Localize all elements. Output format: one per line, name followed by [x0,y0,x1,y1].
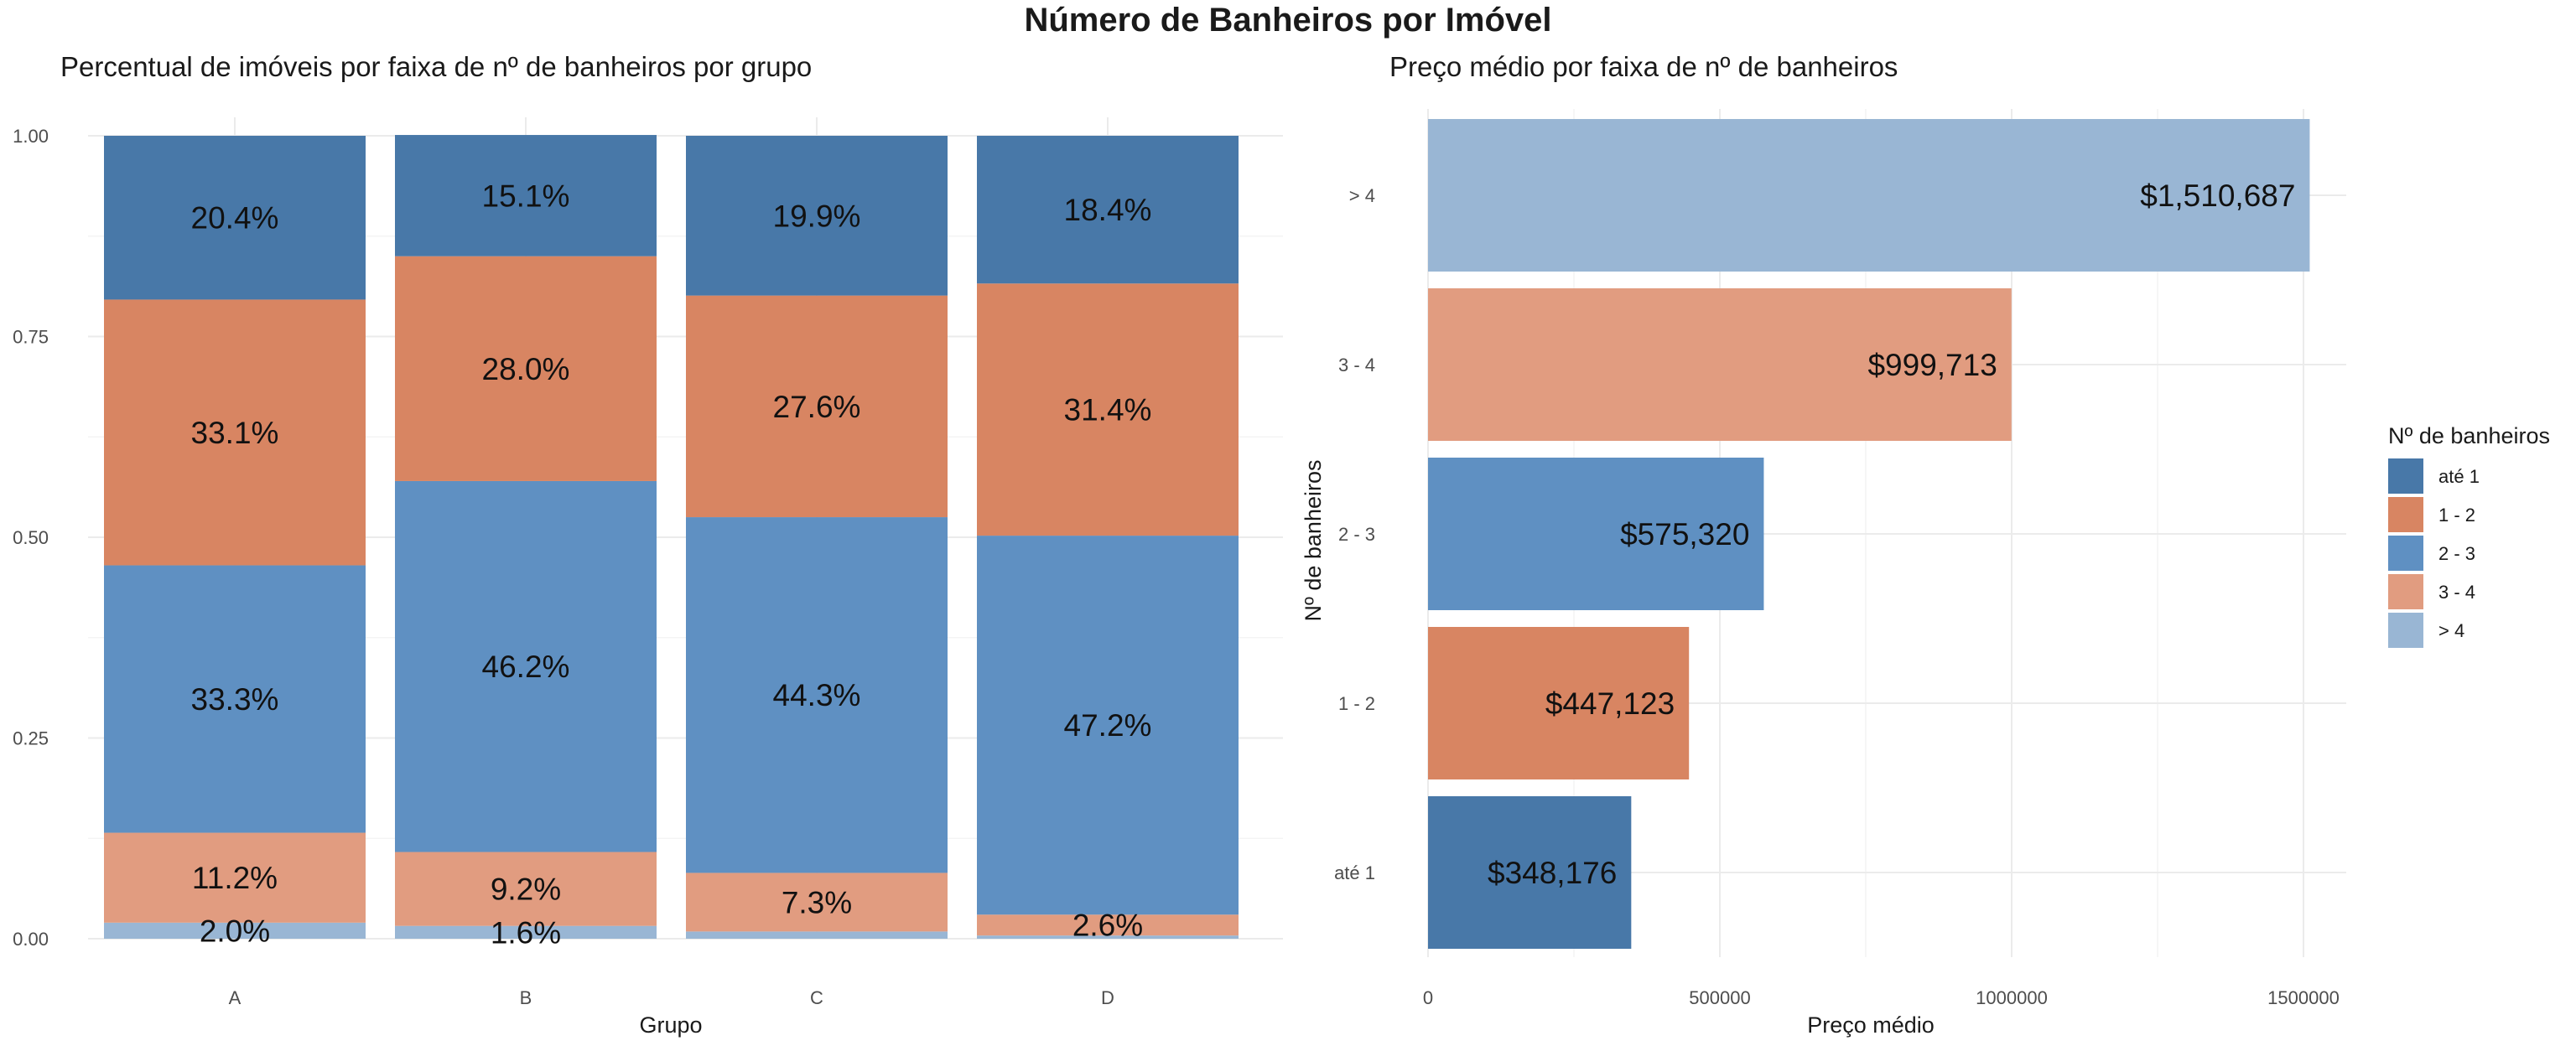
stacked-bar-label: 1.6% [491,915,561,950]
right-x-tick-labels: 0 500000 1000000 1500000 [1423,987,2340,1008]
legend-swatch [2388,497,2423,532]
left-y-tick-labels: 0.00 0.25 0.50 0.75 1.00 [13,126,49,950]
stacked-bar-label: 27.6% [773,390,861,424]
right-y-tick-label: 2 - 3 [1338,524,1375,545]
left-y-tick-label: 0.00 [13,929,49,950]
stacked-bar-segment [104,922,366,939]
left-bars [104,135,1239,939]
stacked-bar-segment [395,256,657,481]
stacked-bar-label: 33.1% [191,416,279,450]
left-x-tick-label: D [1101,987,1114,1008]
price-bar-label: $447,123 [1545,686,1675,721]
price-bar-label: $1,510,687 [2140,179,2295,213]
legend-label: 1 - 2 [2438,505,2475,526]
stacked-bar-segment [104,299,366,566]
right-x-tick-label: 0 [1423,987,1433,1008]
figure-title: Número de Banheiros por Imóvel [1024,2,1552,39]
legend-title: Nº de banheiros [2388,423,2550,448]
legend-swatch [2388,613,2423,648]
legend: Nº de banheiros até 1 1 - 2 2 - 3 3 - 4 > 4 [2388,423,2550,648]
stacked-bar-segment [104,565,366,833]
stacked-bar-segment [686,136,948,296]
stacked-bar-label: 2.6% [1072,909,1143,943]
left-y-tick-label: 0.25 [13,728,49,749]
legend-label: > 4 [2438,620,2464,641]
stacked-bar-segment [104,136,366,300]
stacked-percent-chart: Percentual de imóveis por faixa de nº de… [13,51,1283,1038]
stacked-bar-label: 33.3% [191,682,279,717]
right-y-tick-labels: até 1 1 - 2 2 - 3 3 - 4 > 4 [1334,185,1375,883]
right-x-tick-label: 500000 [1689,987,1750,1008]
left-bar-labels: 2.0% 11.2% 33.3% 33.1% 20.4% 1.6% 9.2% 46.2% 28.… [191,179,1152,950]
legend-label: 2 - 3 [2438,543,2475,564]
legend-swatch [2388,574,2423,609]
price-bar [1428,119,2310,272]
left-x-tick-label: B [520,987,532,1008]
left-chart-title: Percentual de imóveis por faixa de nº de… [60,51,812,82]
stacked-bar-segment [686,931,948,939]
stacked-bar-segment [977,914,1239,936]
left-x-axis-title: Grupo [639,1012,702,1038]
stacked-bar-segment [686,517,948,873]
right-y-axis-title: Nº de banheiros [1301,460,1326,622]
stacked-bar-label: 11.2% [192,861,278,895]
left-y-tick-label: 0.75 [13,327,49,348]
stacked-bar-label: 44.3% [773,678,861,712]
left-y-tick-label: 1.00 [13,126,49,147]
stacked-bar-label: 18.4% [1064,193,1152,227]
stacked-bar-segment [395,852,657,926]
stacked-bar-segment [395,480,657,852]
right-bars [1428,119,2310,949]
left-x-tick-label: A [229,987,242,1008]
price-bar [1428,458,1764,610]
stacked-bar-label: 28.0% [482,352,570,386]
right-chart-title: Preço médio por faixa de nº de banheiros [1389,51,1898,82]
stacked-bar-segment [395,925,657,939]
stacked-bar-label: 46.2% [482,650,570,684]
right-y-tick-label: > 4 [1349,185,1375,206]
right-y-tick-label: 3 - 4 [1338,355,1375,375]
stacked-bar-label: 15.1% [482,179,570,213]
price-bar [1428,288,2012,441]
price-bar [1428,796,1632,949]
right-x-tick-label: 1000000 [1976,987,2048,1008]
stacked-bar-label: 47.2% [1064,708,1152,743]
stacked-bar-segment [395,135,657,256]
stacked-bar-segment [977,935,1239,939]
right-y-tick-label: até 1 [1334,862,1375,883]
stacked-bar-label: 31.4% [1064,393,1152,427]
legend-swatch [2388,536,2423,571]
stacked-bar-label: 19.9% [773,199,861,233]
stacked-bar-segment [686,873,948,932]
stacked-bar-label: 20.4% [191,201,279,236]
stacked-bar-label: 2.0% [200,914,270,948]
price-bar-label: $999,713 [1867,348,1997,382]
right-y-tick-label: 1 - 2 [1338,693,1375,714]
price-bar-label: $348,176 [1488,856,1617,890]
left-y-tick-label: 0.50 [13,527,49,548]
legend-swatch [2388,458,2423,494]
stacked-bar-segment [977,136,1239,284]
stacked-bar-segment [686,295,948,518]
right-bar-labels: $348,176 $447,123 $575,320 $999,713 $1,510,6… [1488,179,2295,890]
price-bar [1428,627,1690,779]
right-x-tick-label: 1500000 [2267,987,2340,1008]
stacked-bar-segment [977,283,1239,536]
right-x-axis-title: Preço médio [1807,1012,1935,1038]
average-price-chart: Preço médio por faixa de nº de banheiros… [1301,51,2346,1038]
left-x-tick-labels: A B C D [229,987,1114,1008]
price-bar-label: $575,320 [1620,517,1749,551]
stacked-bar-segment [977,536,1239,915]
stacked-bar-label: 7.3% [782,885,852,919]
stacked-bar-segment [104,832,366,923]
legend-items: até 1 1 - 2 2 - 3 3 - 4 > 4 [2388,458,2480,648]
legend-label: 3 - 4 [2438,582,2475,603]
legend-label: até 1 [2438,466,2480,487]
stacked-bar-label: 9.2% [491,873,561,907]
left-x-tick-label: C [810,987,823,1008]
